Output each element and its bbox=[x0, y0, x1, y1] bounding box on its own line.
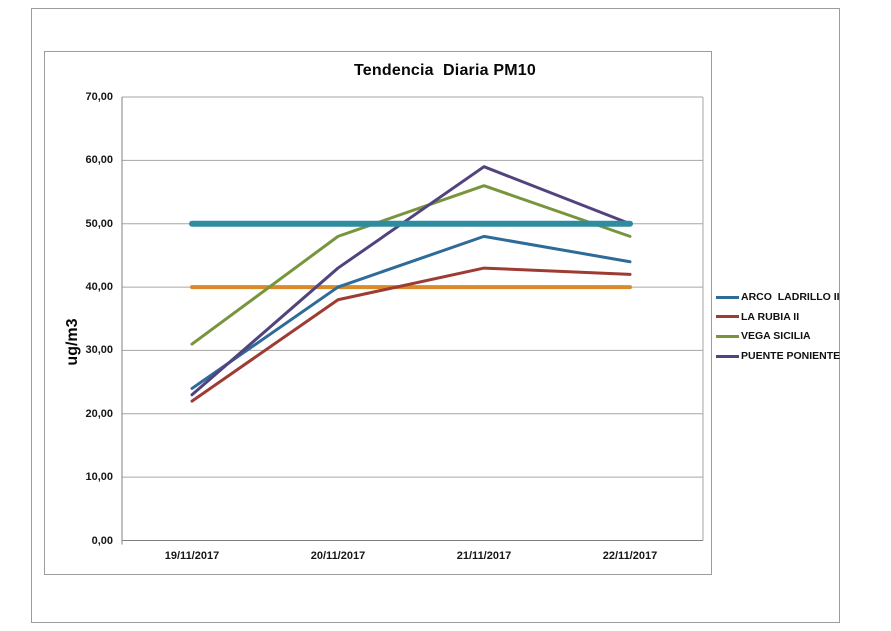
y-tick-label: 70,00 bbox=[85, 91, 113, 103]
legend-swatch bbox=[716, 354, 739, 358]
chart-title: Tendencia Diaria PM10 bbox=[354, 62, 536, 79]
legend-label: LA RUBIA II bbox=[741, 310, 800, 323]
legend-label: PUENTE PONIENTE bbox=[741, 350, 841, 363]
legend-item: LA RUBIA II bbox=[716, 310, 799, 324]
legend-label: ARCO LADRILLO II bbox=[741, 291, 840, 303]
y-tick-label: 0,00 bbox=[91, 534, 113, 547]
chart-inner-frame bbox=[44, 51, 712, 575]
y-tick-label: 20,00 bbox=[85, 407, 113, 420]
series-line bbox=[190, 234, 632, 390]
legend-item: VEGA SICILIA bbox=[716, 329, 811, 343]
x-tick-label: 19/11/2017 bbox=[164, 550, 220, 562]
x-tick-label: 22/11/2017 bbox=[602, 550, 658, 562]
legend-item: ARCO LADRILLO II bbox=[716, 290, 840, 304]
y-tick-label: 50,00 bbox=[85, 217, 113, 230]
y-axis-title: ug/m3 bbox=[64, 318, 81, 366]
series-line bbox=[190, 165, 632, 397]
y-tick-label: 40,00 bbox=[85, 281, 113, 294]
legend-label: VEGA SICILIA bbox=[741, 330, 811, 343]
legend-swatch bbox=[716, 334, 739, 338]
series-line bbox=[190, 266, 632, 403]
legend-swatch bbox=[716, 295, 739, 299]
y-tick-label: 30,00 bbox=[85, 344, 113, 357]
legend-swatch bbox=[716, 315, 739, 319]
y-tick-label: 60,00 bbox=[85, 154, 113, 167]
x-tick-label: 21/11/2017 bbox=[456, 550, 512, 562]
series-line bbox=[190, 184, 632, 346]
y-tick-label: 10,00 bbox=[85, 471, 113, 484]
x-tick-label: 20/11/2017 bbox=[310, 550, 366, 562]
legend-item: PUENTE PONIENTE bbox=[716, 349, 840, 363]
